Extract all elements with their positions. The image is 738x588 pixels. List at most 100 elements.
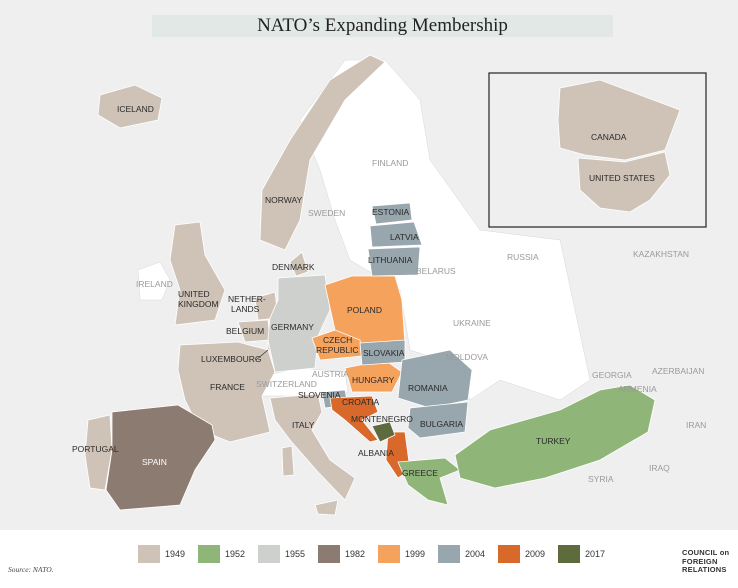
- legend-label-1999: 1999: [405, 549, 426, 559]
- legend-label-2017: 2017: [585, 549, 606, 559]
- label-russia: RUSSIA: [507, 252, 539, 262]
- label-lithuania: LITHUANIA: [368, 255, 413, 265]
- label-slovenia: SLOVENIA: [298, 390, 341, 400]
- source-note: Source: NATO.: [8, 565, 54, 574]
- label-canada: CANADA: [591, 132, 627, 142]
- legend-item-2009: 2009: [498, 545, 558, 563]
- label-iran: IRAN: [686, 420, 706, 430]
- label-belarus: BELARUS: [416, 266, 456, 276]
- sardinia-shape: [281, 445, 295, 477]
- label-albania: ALBANIA: [358, 448, 394, 458]
- label-czech-1: CZECH: [323, 335, 352, 345]
- label-italy: ITALY: [292, 420, 315, 430]
- label-portugal: PORTUGAL: [72, 444, 119, 454]
- legend-item-1952: 1952: [198, 545, 258, 563]
- label-netherlands-2: LANDS: [231, 304, 260, 314]
- label-ukraine: UKRAINE: [453, 318, 491, 328]
- label-latvia: LATVIA: [390, 232, 419, 242]
- label-greece: GREECE: [402, 468, 438, 478]
- map-title: NATO’s Expanding Membership: [257, 15, 508, 36]
- united-kingdom-shape: [169, 221, 226, 326]
- cfr-logo-line-2: FOREIGN: [682, 556, 718, 566]
- iceland-shape: [97, 84, 163, 129]
- label-spain: SPAIN: [142, 457, 167, 467]
- cfr-logo: COUNCIL on FOREIGN RELATIONS: [682, 548, 730, 575]
- legend-label-1955: 1955: [285, 549, 306, 559]
- cfr-logo-line-3: RELATIONS: [682, 565, 727, 574]
- bulgaria-shape: [407, 401, 469, 439]
- legend-swatch-2009: [498, 545, 520, 563]
- label-netherlands-1: NETHER-: [228, 294, 266, 304]
- ireland-shape: [137, 261, 171, 301]
- legend-item-1982: 1982: [318, 545, 378, 563]
- label-finland: FINLAND: [372, 158, 408, 168]
- label-romania: ROMANIA: [408, 383, 448, 393]
- map-footer: [0, 530, 738, 588]
- luxembourg-leader-line: [255, 349, 269, 361]
- legend-label-1952: 1952: [225, 549, 246, 559]
- label-moldova: MOLDOVA: [446, 352, 488, 362]
- legend: 1949 1952 1955 1982 1999 2004 2009 2017: [138, 545, 618, 563]
- legend-swatch-2004: [438, 545, 460, 563]
- label-hungary: HUNGARY: [352, 375, 395, 385]
- label-austria: AUSTRIA: [312, 369, 349, 379]
- legend-swatch-2017: [558, 545, 580, 563]
- label-montenegro: MONTENEGRO: [351, 414, 413, 424]
- spain-shape: [105, 404, 216, 511]
- europe-map: ICELAND NORWAY DENMARK UNITED KINGDOM NE…: [72, 54, 707, 516]
- label-bulgaria: BULGARIA: [420, 419, 463, 429]
- estonia-shape: [371, 202, 413, 225]
- label-turkey: TURKEY: [536, 436, 571, 446]
- united-states-shape: [577, 151, 671, 213]
- denmark-shape: [289, 251, 309, 277]
- label-switzerland: SWITZERLAND: [256, 379, 317, 389]
- label-norway: NORWAY: [265, 195, 302, 205]
- norway-shape: [259, 54, 386, 251]
- sicily-shape: [314, 499, 339, 516]
- legend-item-1999: 1999: [378, 545, 438, 563]
- label-ireland: IRELAND: [136, 279, 173, 289]
- legend-item-1955: 1955: [258, 545, 318, 563]
- label-united-kingdom-2: KINGDOM: [178, 299, 219, 309]
- label-azerbaijan: AZERBAIJAN: [652, 366, 704, 376]
- title-bar: NATO’s Expanding Membership: [152, 15, 613, 37]
- label-iraq: IRAQ: [649, 463, 670, 473]
- portugal-shape: [84, 414, 113, 491]
- label-denmark: DENMARK: [272, 262, 315, 272]
- nonmember-landmass: [299, 59, 591, 401]
- romania-shape: [397, 349, 473, 409]
- montenegro-shape: [371, 421, 396, 443]
- legend-swatch-1952: [198, 545, 220, 563]
- label-belgium: BELGIUM: [226, 326, 264, 336]
- canada-shape: [557, 79, 681, 161]
- lithuania-shape: [367, 246, 421, 277]
- legend-label-1982: 1982: [345, 549, 366, 559]
- legend-label-1949: 1949: [165, 549, 186, 559]
- croatia-shape: [329, 395, 379, 443]
- legend-swatch-1999: [378, 545, 400, 563]
- france-shape: [177, 341, 276, 443]
- legend-swatch-1982: [318, 545, 340, 563]
- label-united-kingdom-1: UNITED: [178, 289, 210, 299]
- turkey-shape: [454, 384, 656, 489]
- label-czech-2: REPUBLIC: [316, 345, 359, 355]
- label-poland: POLAND: [347, 305, 382, 315]
- legend-item-2017: 2017: [558, 545, 618, 563]
- label-syria: SYRIA: [588, 474, 614, 484]
- legend-swatch-1955: [258, 545, 280, 563]
- label-kazakhstan: KAZAKHSTAN: [633, 249, 689, 259]
- label-georgia: GEORGIA: [592, 370, 632, 380]
- label-united-states: UNITED STATES: [589, 173, 655, 183]
- label-slovakia: SLOVAKIA: [363, 348, 405, 358]
- cfr-logo-line-1: COUNCIL on: [682, 548, 730, 557]
- greece-shape: [397, 457, 461, 506]
- label-sweden: SWEDEN: [308, 208, 345, 218]
- legend-swatch-1949: [138, 545, 160, 563]
- latvia-shape: [369, 221, 423, 248]
- legend-item-2004: 2004: [438, 545, 498, 563]
- label-germany: GERMANY: [271, 322, 314, 332]
- label-estonia: ESTONIA: [372, 207, 409, 217]
- italy-shape: [269, 393, 356, 501]
- label-armenia: ARMENIA: [618, 384, 657, 394]
